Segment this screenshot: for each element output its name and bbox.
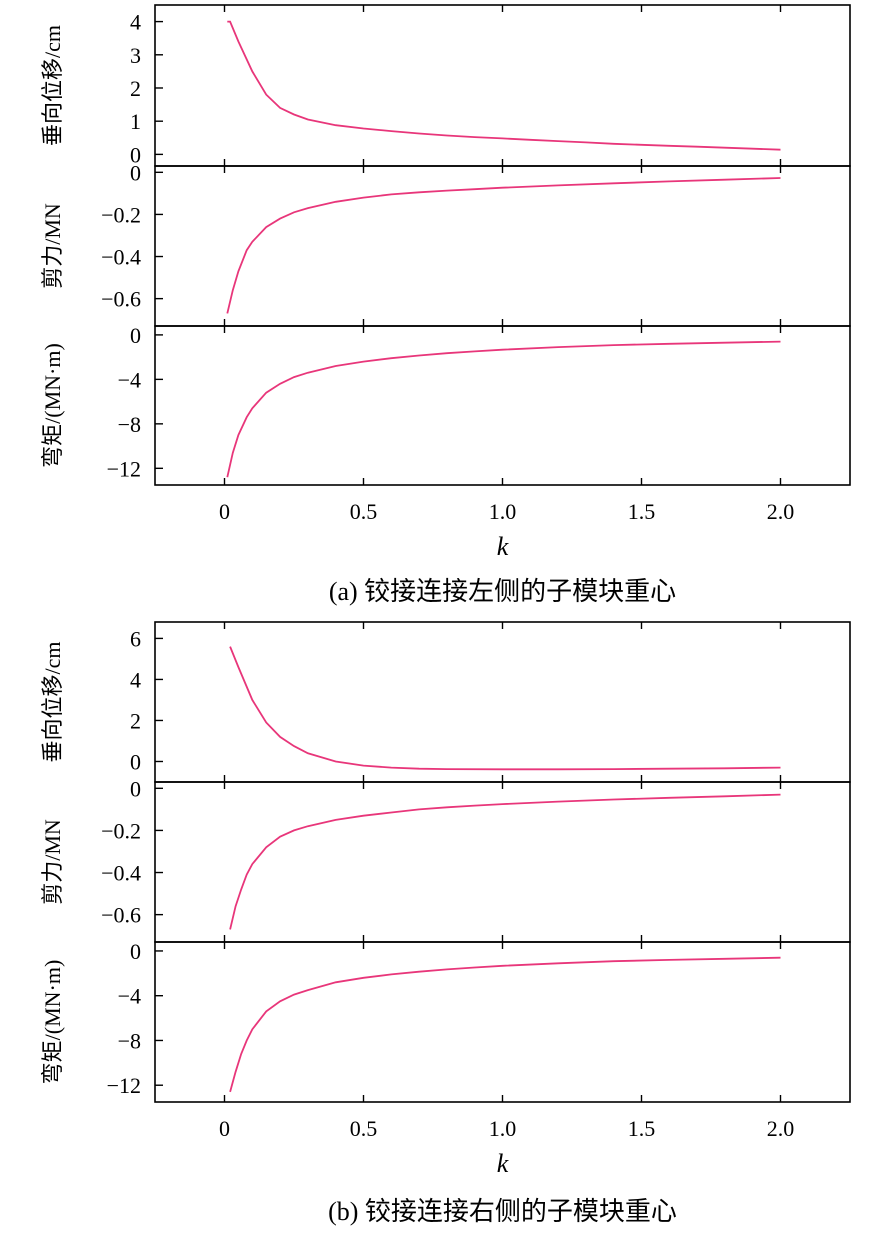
y-tick-label: 0: [130, 939, 141, 964]
series-line: [229, 956, 781, 1093]
x-tick-label: 2.0: [767, 499, 795, 524]
panel-frame: [154, 621, 851, 783]
panel-1: 0 2 4 6: [130, 621, 851, 783]
y-tick-label: 0: [130, 142, 141, 167]
y-tick-label: 0: [130, 323, 141, 348]
y-axis-label: 垂向位移/cm: [40, 642, 65, 763]
y-tick-label: 4: [130, 10, 141, 35]
y-axis-label: 剪力/MN: [40, 203, 65, 289]
x-tick-label: 2.0: [767, 1116, 795, 1141]
panel-3: 0 −4 −8 −12: [107, 939, 851, 1103]
x-tick-label: 1.5: [628, 499, 656, 524]
series-line: [227, 20, 781, 151]
series-line: [229, 646, 781, 771]
y-tick-label: −0.4: [101, 861, 141, 886]
panel-frame: [154, 165, 851, 327]
y-tick-label: 4: [130, 667, 141, 692]
x-tick-label: 1.0: [489, 1116, 517, 1141]
y-tick-label: 2: [130, 76, 141, 101]
x-tick-label: 0.5: [350, 1116, 378, 1141]
figure-caption: (a) 铰接连接左侧的子模块重心: [329, 577, 676, 606]
y-tick-label: −4: [118, 984, 141, 1009]
x-tick-label: 0: [219, 1116, 230, 1141]
y-tick-label: −0.2: [101, 818, 141, 843]
y-tick-label: −4: [118, 367, 141, 392]
series-line: [229, 793, 781, 930]
y-tick-label: 0: [130, 749, 141, 774]
y-tick-label: −0.6: [101, 287, 141, 312]
panel-frame: [154, 781, 851, 943]
y-tick-label: −12: [107, 456, 141, 481]
y-tick-label: 0: [130, 776, 141, 801]
y-axis-label: 弯矩/(MN·m): [40, 343, 65, 468]
y-axis-label: 弯矩/(MN·m): [40, 960, 65, 1085]
panel-frame: [154, 4, 851, 167]
y-tick-label: 0: [130, 160, 141, 185]
panel-1: 0 1 2 3 4: [130, 4, 851, 167]
x-tick-label: 1.5: [628, 1116, 656, 1141]
x-tick-label: 0.5: [350, 499, 378, 524]
figure-caption: (b) 铰接连接右侧的子模块重心: [328, 1197, 677, 1226]
chart-a: 0 1 2 3 4 0 −0.2 −0.4 −0.6 0 −4 −8 −12 垂向位移/cm 剪力/MN 弯矩…: [40, 4, 851, 606]
x-axis-label: k: [497, 1149, 509, 1178]
series-line: [226, 177, 781, 314]
panel-3: 0 −4 −8 −12: [107, 323, 851, 486]
y-axis-label: 剪力/MN: [40, 819, 65, 905]
panel-2: 0 −0.2 −0.4 −0.6: [101, 776, 851, 943]
y-tick-label: −8: [118, 1028, 141, 1053]
y-tick-label: 1: [130, 109, 141, 134]
y-tick-label: 6: [130, 626, 141, 651]
y-tick-label: −0.6: [101, 903, 141, 928]
y-tick-label: −0.2: [101, 202, 141, 227]
panel-2: 0 −0.2 −0.4 −0.6: [101, 160, 851, 327]
y-tick-label: 3: [130, 43, 141, 68]
y-tick-label: −12: [107, 1073, 141, 1098]
chart-b: 0 2 4 6 0 −0.2 −0.4 −0.6 0 −4 −8 −12 垂向位移/cm 剪力/MN 弯矩/…: [40, 621, 851, 1226]
x-axis-label: k: [497, 532, 509, 561]
y-tick-label: 2: [130, 708, 141, 733]
y-tick-label: −8: [118, 412, 141, 437]
series-line: [226, 340, 781, 478]
y-axis-label: 垂向位移/cm: [40, 25, 65, 146]
x-tick-label: 0: [219, 499, 230, 524]
x-tick-label: 1.0: [489, 499, 517, 524]
y-tick-label: −0.4: [101, 245, 141, 270]
